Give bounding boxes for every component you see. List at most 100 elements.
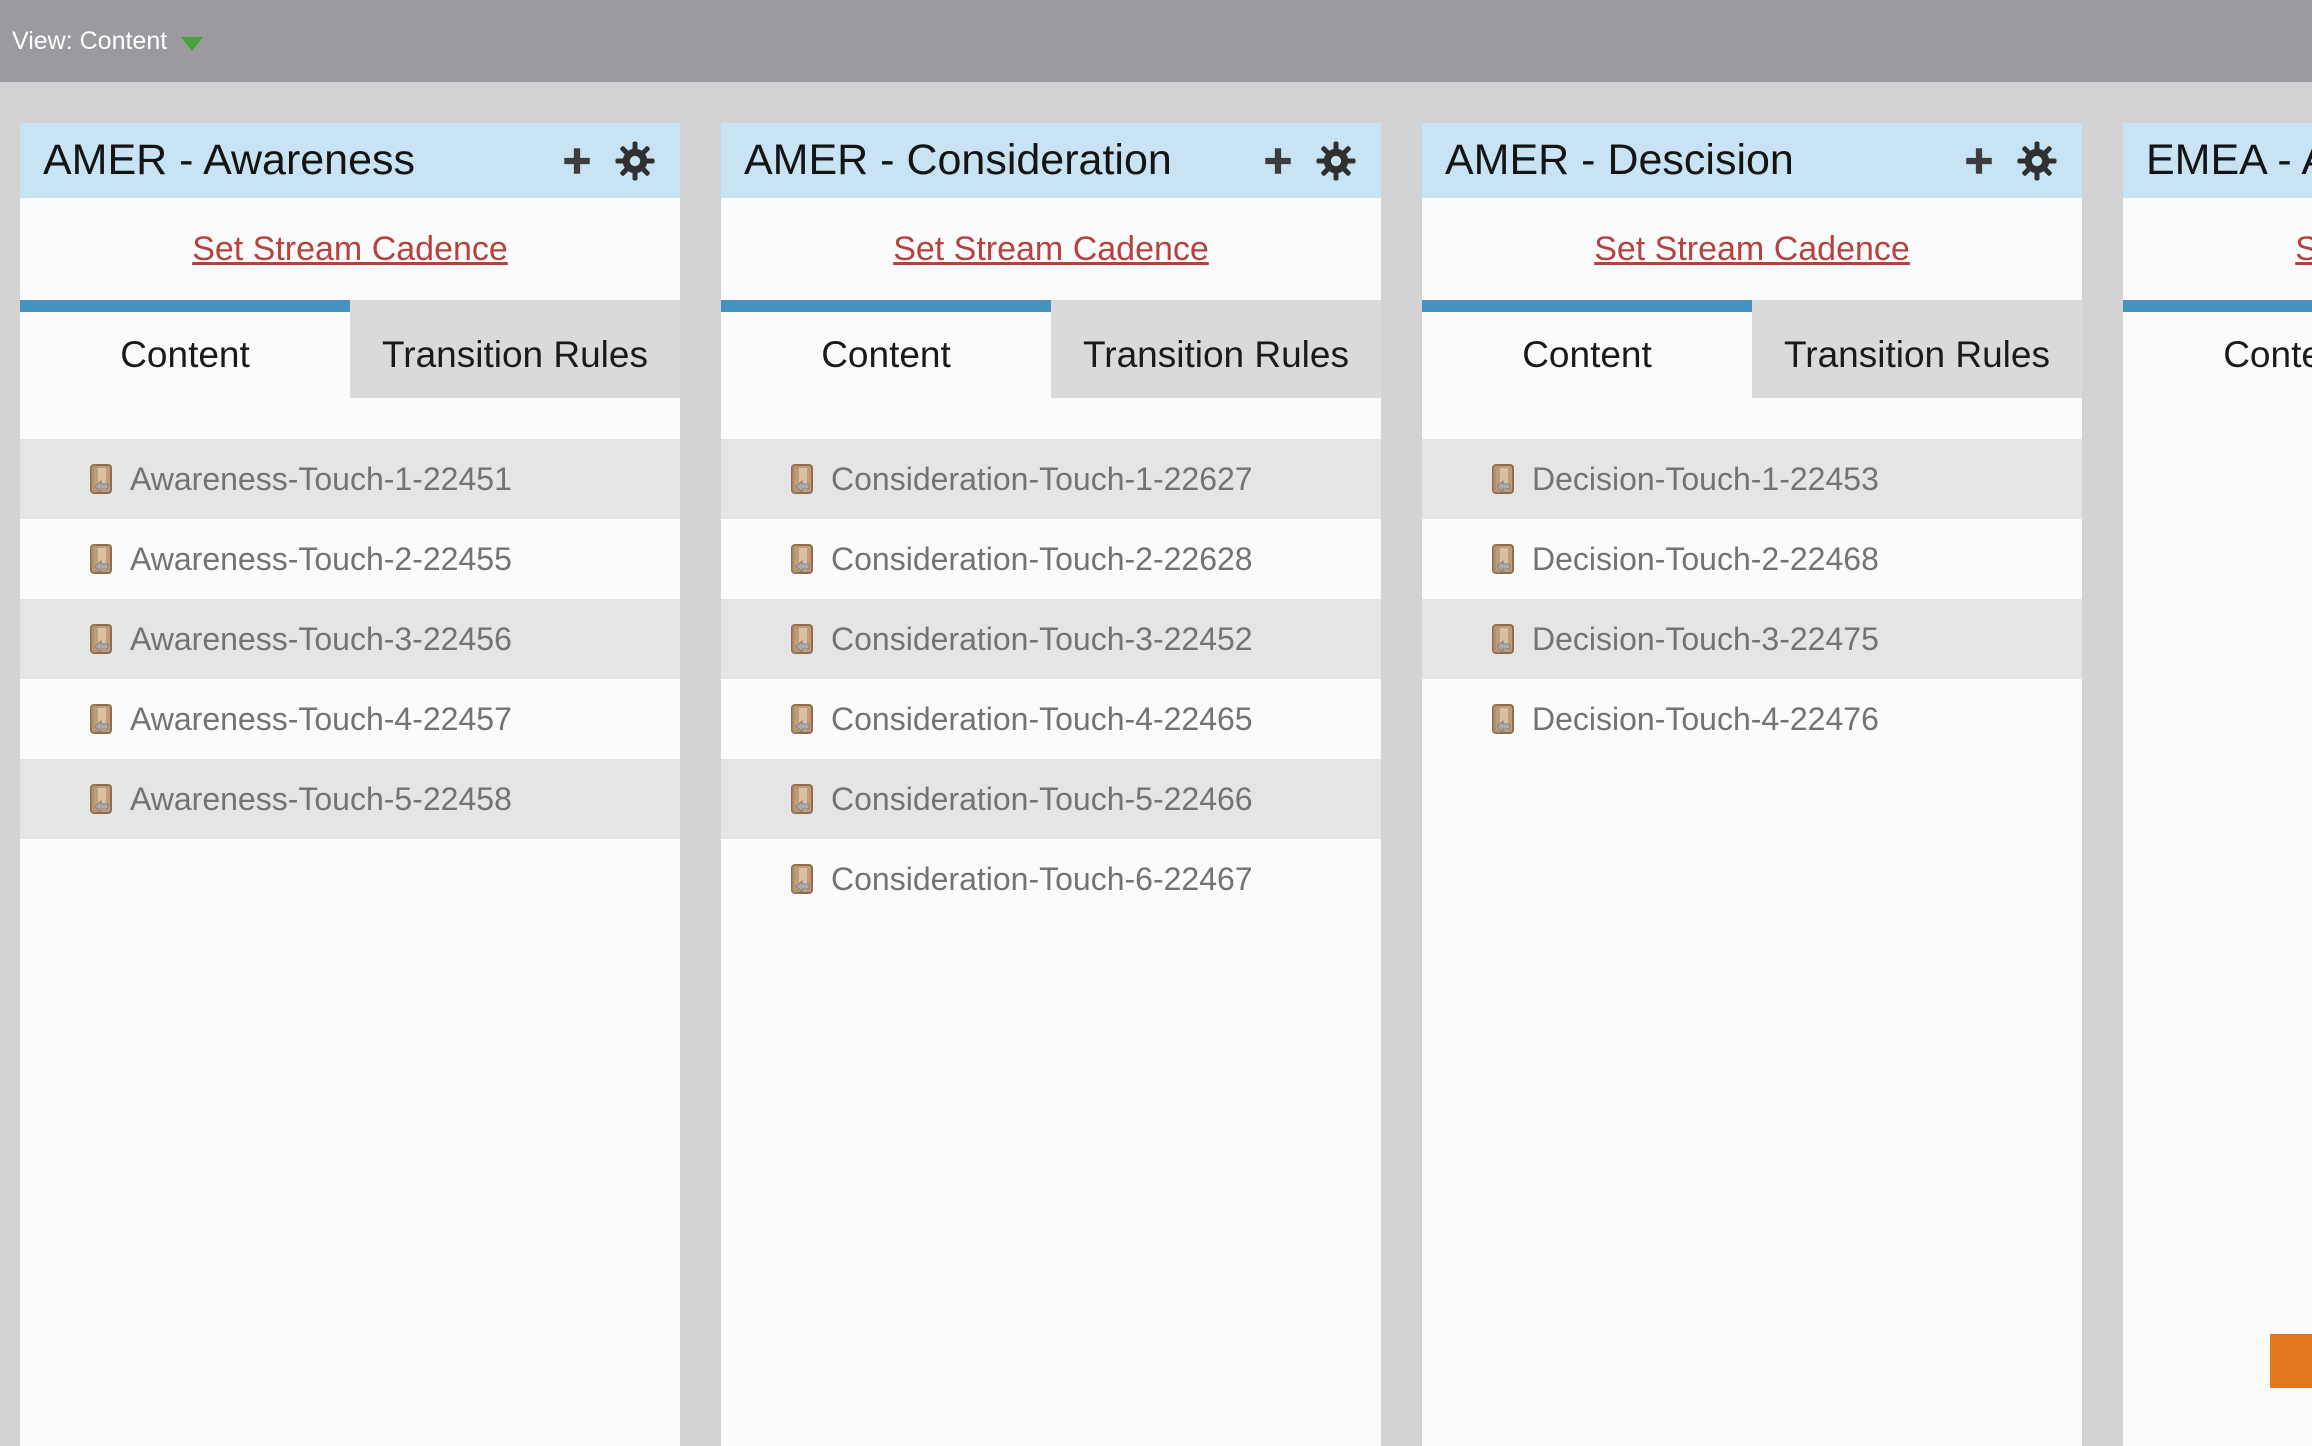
email-program-icon	[1486, 623, 1519, 656]
gear-icon	[2017, 140, 2057, 181]
plus-icon	[1966, 147, 1992, 174]
content-item-label: Consideration-Touch-1-22627	[831, 460, 1253, 497]
gear-icon	[1316, 140, 1356, 181]
stream-title: AMER - Awareness	[43, 136, 416, 184]
tab-transition-rules-label: Transition Rules	[1083, 334, 1349, 375]
content-item-row[interactable]: Decision-Touch-2-22468	[1422, 519, 2082, 599]
orange-square[interactable]	[2270, 1334, 2312, 1388]
stream-header: AMER - Awareness	[20, 123, 680, 198]
stream-column-emea-awareness: EMEA - Awareness	[2123, 123, 2312, 1446]
content-item-row[interactable]: Consideration-Touch-6-22467	[721, 839, 1381, 919]
stream-title: EMEA - Awareness	[2146, 136, 2312, 184]
content-item-row[interactable]: Awareness-Touch-1-22451	[20, 439, 680, 519]
view-selector[interactable]: View: Content	[12, 26, 204, 56]
stream-header: AMER - Descision	[1422, 123, 2082, 198]
content-item-label: Consideration-Touch-3-22452	[831, 620, 1253, 657]
view-selector-label: View: Content	[12, 26, 168, 55]
content-item-label: Consideration-Touch-4-22465	[831, 700, 1253, 737]
email-program-icon	[84, 463, 117, 496]
content-item-row[interactable]: Consideration-Touch-4-22465	[721, 679, 1381, 759]
content-item-row[interactable]: Decision-Touch-4-22476	[1422, 679, 2082, 759]
tab-bar: Content Transition Rules	[1422, 300, 2082, 398]
tab-transition-rules-label: Transition Rules	[1784, 334, 2050, 375]
plus-icon	[1265, 147, 1291, 174]
email-program-icon	[1486, 463, 1519, 496]
content-item-label: Consideration-Touch-2-22628	[831, 540, 1253, 577]
email-program-icon	[84, 543, 117, 576]
stream-panel: Set Stream Cadence Content Transition Ru…	[721, 198, 1381, 1446]
email-program-icon	[785, 543, 818, 576]
email-program-icon	[785, 623, 818, 656]
content-item-row[interactable]: Awareness-Touch-3-22456	[20, 599, 680, 679]
email-program-icon	[84, 623, 117, 656]
tab-transition-rules[interactable]: Transition Rules	[1051, 300, 1381, 398]
cadence-row: Set Stream Cadence	[721, 198, 1381, 300]
email-program-icon	[1486, 543, 1519, 576]
tab-transition-rules[interactable]: Transition Rules	[1752, 300, 2082, 398]
stream-panel: Set Stream Cadence Content Transition Ru…	[20, 198, 680, 1446]
email-program-icon	[84, 703, 117, 736]
tab-content[interactable]: Content	[20, 300, 350, 398]
plus-icon	[564, 147, 590, 174]
top-toolbar: View: Content	[0, 0, 2312, 82]
content-item-row[interactable]: Consideration-Touch-1-22627	[721, 439, 1381, 519]
content-list: Consideration-Touch-1-22627 Consideration…	[721, 439, 1381, 919]
content-item-row[interactable]: Decision-Touch-3-22475	[1422, 599, 2082, 679]
tab-bar: Content Transition Rules	[2123, 300, 2312, 398]
tab-bar: Content Transition Rules	[721, 300, 1381, 398]
cadence-row: Set Stream Cadence	[2123, 198, 2312, 300]
email-program-icon	[785, 703, 818, 736]
content-item-row[interactable]: Consideration-Touch-5-22466	[721, 759, 1381, 839]
add-content-button[interactable]	[1962, 144, 1996, 178]
content-item-label: Awareness-Touch-2-22455	[130, 540, 512, 577]
tab-content[interactable]: Content	[721, 300, 1051, 398]
tab-content-label: Content	[120, 334, 250, 375]
stream-column-amer-consideration: AMER - Consideration	[721, 123, 1381, 1446]
set-stream-cadence-link[interactable]: Set Stream Cadence	[1594, 229, 1910, 268]
content-item-row[interactable]: Decision-Touch-1-22453	[1422, 439, 2082, 519]
content-item-label: Awareness-Touch-5-22458	[130, 780, 512, 817]
stream-settings-button[interactable]	[2014, 138, 2060, 184]
email-program-icon	[84, 783, 117, 816]
stream-column-amer-descision: AMER - Descision	[1422, 123, 2082, 1446]
content-item-label: Awareness-Touch-3-22456	[130, 620, 512, 657]
stream-settings-button[interactable]	[612, 138, 658, 184]
content-item-row[interactable]: Consideration-Touch-3-22452	[721, 599, 1381, 679]
content-item-label: Decision-Touch-4-22476	[1532, 700, 1879, 737]
add-content-button[interactable]	[1261, 144, 1295, 178]
add-content-button[interactable]	[560, 144, 594, 178]
set-stream-cadence-link[interactable]: Set Stream Cadence	[2295, 229, 2312, 268]
stream-settings-button[interactable]	[1313, 138, 1359, 184]
tab-content[interactable]: Content	[2123, 300, 2312, 398]
stream-board: AMER - Awareness	[0, 123, 2312, 1446]
content-item-label: Decision-Touch-2-22468	[1532, 540, 1879, 577]
tab-transition-rules[interactable]: Transition Rules	[350, 300, 680, 398]
content-item-label: Decision-Touch-1-22453	[1532, 460, 1879, 497]
email-program-icon	[785, 783, 818, 816]
tab-content-label: Content	[1522, 334, 1652, 375]
tab-content-label: Content	[821, 334, 951, 375]
content-item-row[interactable]: Consideration-Touch-2-22628	[721, 519, 1381, 599]
stream-column-amer-awareness: AMER - Awareness	[20, 123, 680, 1446]
content-item-label: Consideration-Touch-6-22467	[831, 860, 1253, 897]
stream-header: AMER - Consideration	[721, 123, 1381, 198]
tab-content[interactable]: Content	[1422, 300, 1752, 398]
content-item-row[interactable]: Awareness-Touch-2-22455	[20, 519, 680, 599]
content-item-row[interactable]: Awareness-Touch-5-22458	[20, 759, 680, 839]
set-stream-cadence-link[interactable]: Set Stream Cadence	[192, 229, 508, 268]
content-item-row[interactable]: Awareness-Touch-4-22457	[20, 679, 680, 759]
content-item-label: Awareness-Touch-4-22457	[130, 700, 512, 737]
email-program-icon	[1486, 703, 1519, 736]
stream-header: EMEA - Awareness	[2123, 123, 2312, 198]
tab-transition-rules-label: Transition Rules	[382, 334, 648, 375]
cadence-row: Set Stream Cadence	[20, 198, 680, 300]
email-program-icon	[785, 463, 818, 496]
stream-panel: Set Stream Cadence Content Transition Ru…	[2123, 198, 2312, 1446]
content-list: Decision-Touch-1-22453 Decision-Touch-2-2…	[1422, 439, 2082, 759]
content-item-label: Consideration-Touch-5-22466	[831, 780, 1253, 817]
set-stream-cadence-link[interactable]: Set Stream Cadence	[893, 229, 1209, 268]
tab-content-label: Content	[2223, 334, 2312, 375]
tab-bar: Content Transition Rules	[20, 300, 680, 398]
content-item-label: Awareness-Touch-1-22451	[130, 460, 512, 497]
cadence-row: Set Stream Cadence	[1422, 198, 2082, 300]
